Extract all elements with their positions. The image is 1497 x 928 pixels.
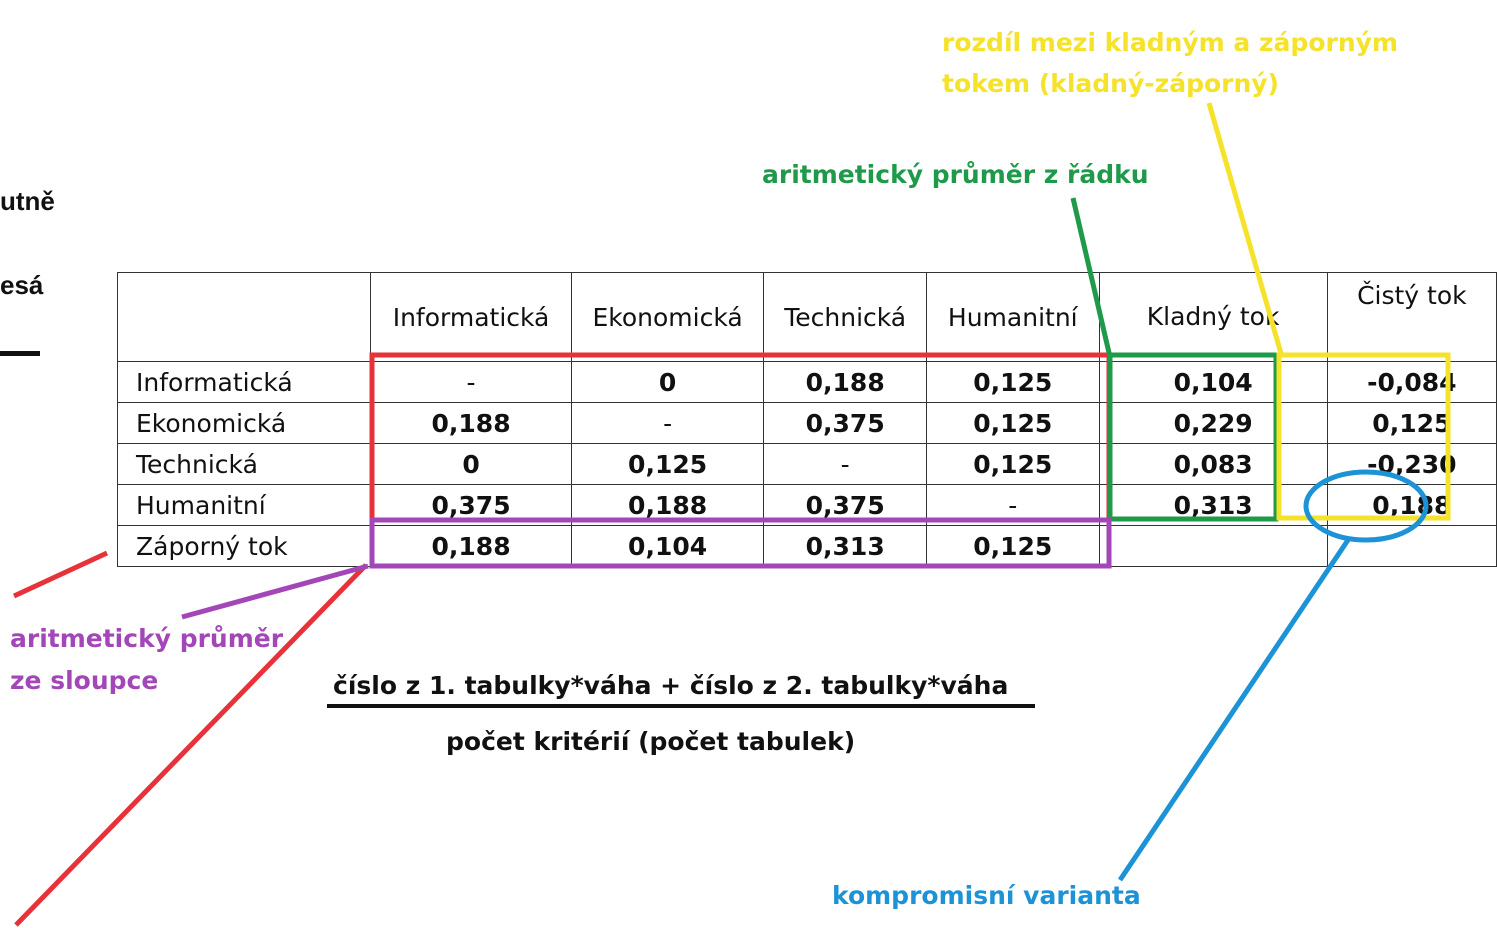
header-cell-kladny-tok: Kladný tok (1098, 272, 1328, 362)
row-label: Záporný tok (116, 525, 372, 567)
formula-denominator: počet kritérií (počet tabulek) (446, 727, 856, 756)
header-cell-humanitni: Humanitní (925, 272, 1100, 362)
table-row: Záporný tok 0,188 0,104 0,313 0,125 (116, 525, 1497, 567)
yellow-cisty-box (1276, 352, 1451, 521)
table-cell: 0,083 (1098, 443, 1328, 485)
row-label: Humanitní (116, 484, 372, 526)
table-cell: -0,084 (1326, 361, 1497, 403)
row-label: Informatická (116, 361, 372, 403)
table-cell: 0,375 (763, 402, 927, 444)
annotation-purple-line1: aritmetický průměr (10, 624, 284, 653)
table-cell: 0 (370, 443, 572, 485)
red-matrix-box (369, 352, 1112, 523)
table-cell: 0,125 (925, 525, 1100, 567)
formula-numerator: číslo z 1. tabulky*váha + číslo z 2. tab… (333, 671, 1009, 700)
table-cell (1098, 525, 1328, 567)
table-row: Technická 0 0,125 - 0,125 0,083 -0,230 (116, 443, 1497, 485)
red-pointer-line-long (14, 563, 368, 927)
purple-zaporny-box (369, 517, 1112, 569)
table-cell: 0,229 (1098, 402, 1328, 444)
evaluation-table: Informatická Ekonomická Technická Humani… (116, 272, 1497, 567)
table-cell: 0,104 (570, 525, 765, 567)
blue-pointer-line (1117, 538, 1351, 882)
red-pointer-line-short (12, 550, 109, 599)
table-cell: 0,125 (925, 361, 1100, 403)
annotation-yellow-line1: rozdíl mezi kladným a záporným (942, 28, 1398, 57)
table-cell: - (763, 443, 927, 485)
header-cell-informaticka: Informatická (370, 272, 572, 362)
row-label: Technická (116, 443, 372, 485)
green-kladny-box (1107, 352, 1279, 522)
header-cell-cisty-tok: Čistý tok (1326, 272, 1497, 362)
fraction-bar (327, 704, 1035, 708)
annotation-purple-line2: ze sloupce (10, 666, 159, 695)
annotation-yellow-line2: tokem (kladný-záporný) (942, 69, 1279, 98)
annotation-blue: kompromisní varianta (832, 881, 1141, 910)
table-row: Ekonomická 0,188 - 0,375 0,125 0,229 0,1… (116, 402, 1497, 444)
yellow-pointer-line (1206, 102, 1285, 358)
table-cell: 0,125 (925, 443, 1100, 485)
annotation-green: aritmetický průměr z řádku (762, 160, 1149, 189)
table-header-row: Informatická Ekonomická Technická Humani… (116, 272, 1497, 362)
cutoff-text-1: utně (0, 186, 55, 216)
table-cell: 0,188 (370, 402, 572, 444)
cutoff-rule (0, 351, 40, 356)
row-label: Ekonomická (116, 402, 372, 444)
table-row: Informatická - 0 0,188 0,125 0,104 -0,08… (116, 361, 1497, 403)
table-cell: 0,313 (763, 525, 927, 567)
cutoff-text-2: esá (0, 270, 44, 300)
blue-compromise-ellipse (1303, 469, 1429, 543)
purple-pointer-line (181, 563, 369, 620)
table-cell: 0,125 (925, 402, 1100, 444)
header-cell-empty (116, 272, 372, 362)
table-cell: 0,125 (570, 443, 765, 485)
table-cell: 0,188 (370, 525, 572, 567)
table-cell: 0,104 (1098, 361, 1328, 403)
table-cell: -0,230 (1326, 443, 1497, 485)
green-pointer-line (1070, 197, 1113, 358)
table-cell: 0,188 (763, 361, 927, 403)
header-cell-ekonomicka: Ekonomická (570, 272, 765, 362)
